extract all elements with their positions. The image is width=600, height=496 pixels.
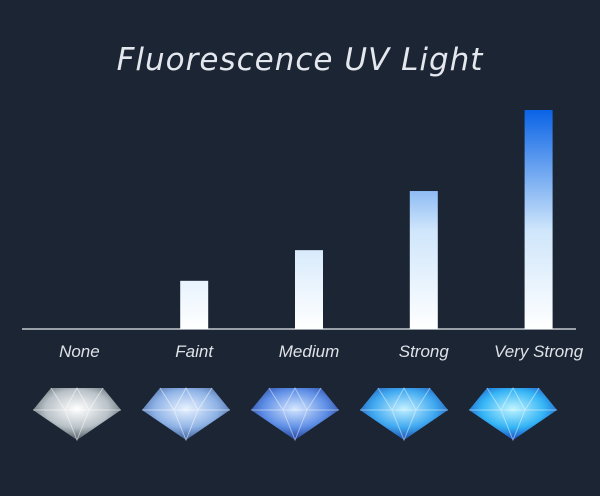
bar (524, 110, 553, 329)
x-tick-label: None (59, 342, 100, 361)
diamond (469, 386, 557, 442)
x-tick-label: Very Strong (494, 342, 584, 361)
diamond (360, 386, 448, 442)
bar (180, 280, 209, 329)
diamond (33, 386, 121, 442)
chart-title: Fluorescence UV Light (117, 42, 485, 78)
diamond (251, 386, 339, 442)
x-tick-label: Faint (175, 342, 214, 361)
x-tick-label: Medium (279, 342, 339, 361)
bar (409, 191, 438, 329)
x-tick-label: Strong (399, 342, 450, 361)
diamond (142, 386, 230, 442)
bar (295, 250, 323, 329)
diamonds (33, 386, 557, 442)
